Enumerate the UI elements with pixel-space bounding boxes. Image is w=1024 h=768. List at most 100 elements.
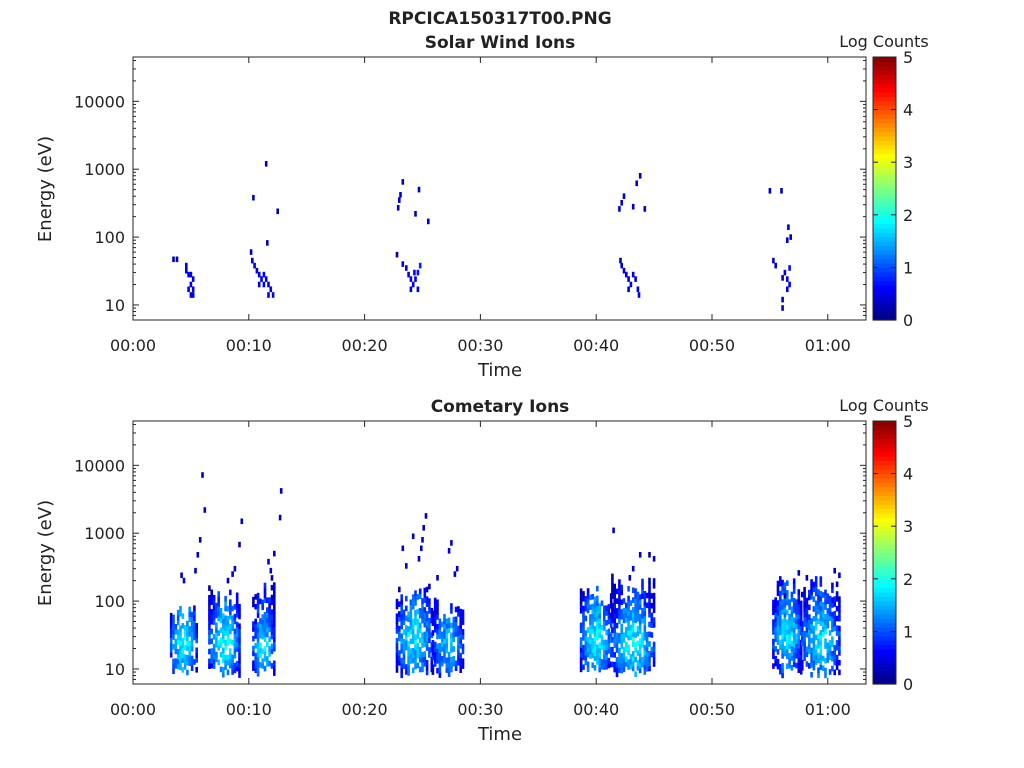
heatmap-cell: [603, 664, 606, 670]
colorbar-tick-label: 0: [903, 311, 913, 330]
heatmap-cell: [271, 292, 275, 298]
heatmap-cell: [226, 654, 230, 661]
heatmap-cell: [443, 648, 446, 654]
heatmap-cell: [810, 657, 813, 663]
heatmap-cell: [436, 653, 439, 659]
heatmap-cell: [249, 249, 253, 255]
heatmap-cell: [643, 649, 647, 656]
heatmap-cell: [634, 646, 637, 653]
heatmap-cell: [801, 665, 804, 671]
panel-solar-wind: Solar Wind Ions Log Counts 1010010001000…: [35, 32, 929, 381]
heatmap-cell: [259, 647, 262, 654]
heatmap-cell: [457, 655, 460, 661]
heatmap-cell: [648, 577, 651, 584]
heatmap-cell: [814, 654, 818, 660]
heatmap-cell: [814, 615, 818, 621]
heatmap-cell: [440, 631, 444, 638]
heatmap-cell: [648, 655, 651, 662]
heatmap-cell: [169, 612, 173, 619]
heatmap-cell: [591, 652, 594, 659]
panel1-x-axis-label: Time: [477, 360, 522, 381]
heatmap-cell: [605, 629, 608, 636]
heatmap-cell: [615, 642, 619, 648]
heatmap-cell: [648, 587, 651, 594]
heatmap-cell: [776, 590, 780, 597]
heatmap-cell: [814, 610, 818, 616]
heatmap-cell: [183, 644, 187, 651]
heatmap-cell: [217, 630, 220, 636]
heatmap-cell: [598, 627, 601, 634]
colorbar-segment: [873, 153, 896, 159]
heatmap-cell: [821, 606, 825, 613]
heatmap-cell: [425, 630, 429, 637]
heatmap-cell: [270, 575, 274, 581]
colorbar-segment: [873, 670, 896, 676]
heatmap-cell: [611, 588, 614, 594]
heatmap-cell: [627, 276, 630, 282]
heatmap-cell: [233, 604, 237, 610]
heatmap-cell: [833, 610, 836, 617]
heatmap-cell: [262, 271, 266, 278]
heatmap-cell: [786, 590, 789, 596]
heatmap-cell: [805, 622, 809, 628]
heatmap-cell: [179, 664, 182, 671]
heatmap-cell: [582, 630, 585, 636]
heatmap-cell: [254, 618, 257, 625]
heatmap-cell: [186, 630, 189, 637]
colorbar-segment: [873, 113, 896, 119]
heatmap-cell: [600, 639, 604, 646]
heatmap-cell: [176, 629, 180, 636]
heatmap-cell: [261, 658, 264, 664]
heatmap-cell: [821, 655, 825, 662]
heatmap-cell: [176, 663, 180, 670]
heatmap-cell: [618, 667, 621, 673]
heatmap-cell: [795, 599, 798, 605]
heatmap-cell: [824, 628, 827, 635]
heatmap-cell: [810, 647, 813, 654]
heatmap-cell: [776, 580, 780, 587]
heatmap-cell: [611, 607, 614, 614]
heatmap-cell: [436, 599, 439, 606]
heatmap-cell: [238, 608, 241, 615]
heatmap-cell: [596, 659, 599, 665]
heatmap-cell: [641, 632, 644, 639]
heatmap-cell: [838, 625, 841, 632]
heatmap-cell: [418, 647, 422, 653]
heatmap-cell: [256, 651, 260, 658]
heatmap-cell: [176, 658, 180, 665]
heatmap-cell: [812, 650, 816, 656]
colorbar-segment: [873, 131, 896, 137]
heatmap-cell: [219, 637, 223, 643]
heatmap-cell: [790, 591, 794, 598]
heatmap-cell: [405, 625, 408, 631]
colorbar-segment: [873, 609, 896, 615]
heatmap-cell: [238, 672, 241, 678]
heatmap-cell: [615, 608, 619, 614]
heatmap-cell: [781, 609, 784, 615]
panel2-colorbar-label: Log Counts: [839, 396, 929, 415]
heatmap-cell: [266, 621, 269, 628]
heatmap-cell: [405, 595, 408, 602]
heatmap-cell: [828, 669, 832, 675]
heatmap-cell: [790, 606, 794, 612]
heatmap-cell: [819, 649, 823, 656]
heatmap-cell: [648, 597, 651, 603]
heatmap-cell: [838, 640, 841, 646]
heatmap-cell: [607, 604, 611, 610]
heatmap-cell: [252, 596, 255, 603]
heatmap-cell: [224, 615, 227, 622]
heatmap-cell: [817, 618, 820, 625]
heatmap-cell: [259, 662, 262, 668]
heatmap-cell: [625, 271, 628, 278]
heatmap-cell: [826, 608, 830, 614]
heatmap-cell: [821, 592, 825, 598]
heatmap-cell: [598, 622, 601, 629]
heatmap-cell: [423, 636, 427, 643]
heatmap-cell: [607, 618, 611, 625]
heatmap-cell: [579, 666, 583, 673]
heatmap-cell: [627, 630, 630, 636]
heatmap-cell: [229, 614, 232, 620]
colorbar-segment: [873, 508, 896, 514]
heatmap-cell: [641, 637, 644, 643]
heatmap-cell: [252, 621, 255, 627]
